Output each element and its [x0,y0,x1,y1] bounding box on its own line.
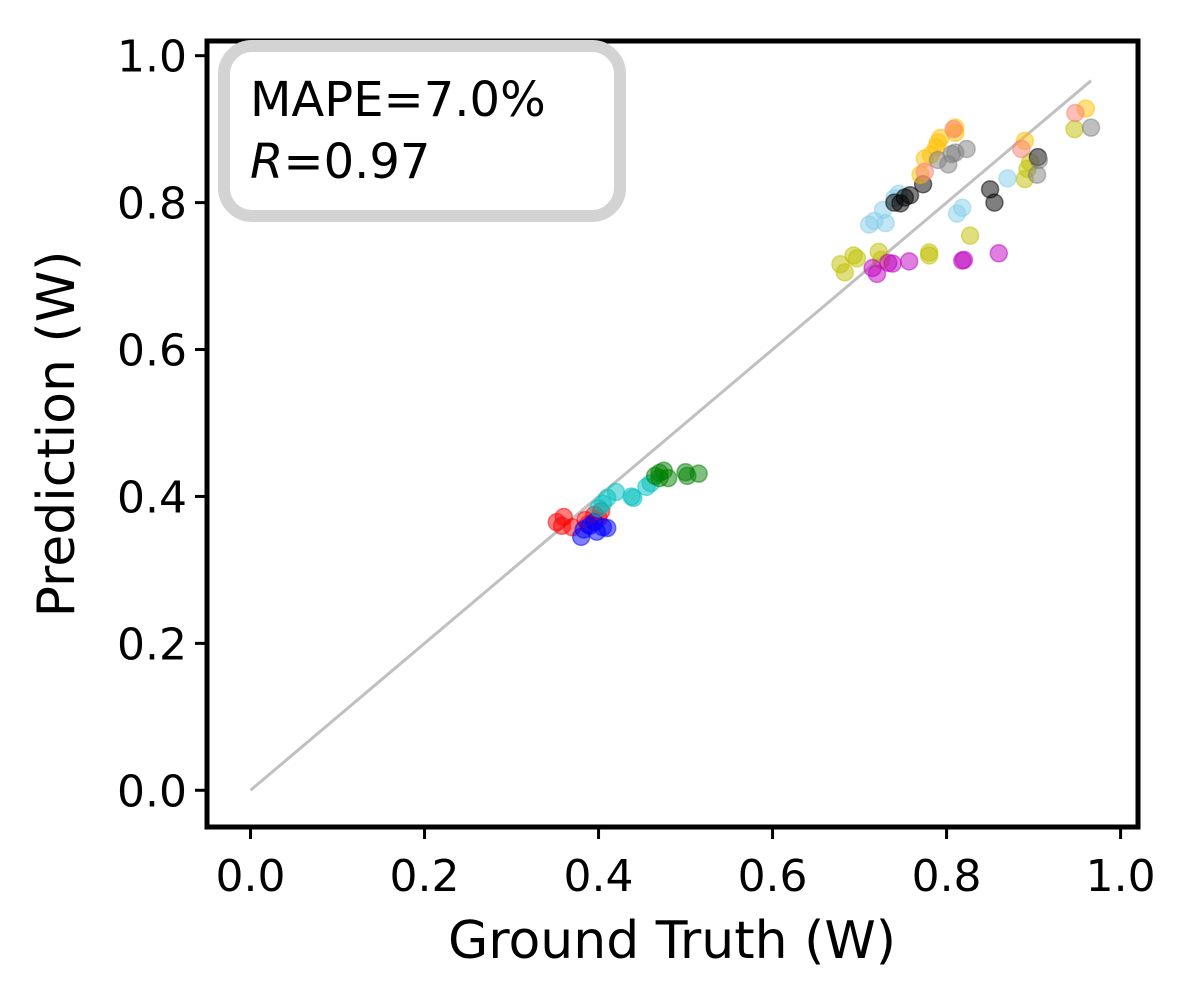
reference-line-layer [249,79,1092,792]
data-point [624,488,643,508]
data-point [835,263,855,282]
y-tick-label: 0.2 [117,619,187,670]
x-axis-label: Ground Truth (W) [448,911,896,971]
data-point [1066,103,1085,123]
series-blue [571,512,617,547]
x-tick-label: 0.0 [216,851,286,902]
plot-frame [204,38,1141,830]
data-point [650,468,669,488]
x-tick-label: 1.0 [1086,851,1156,902]
x-tick-label: 0.4 [564,851,634,902]
r-symbol: R [250,134,283,190]
data-point [589,498,608,518]
y-tick-label: 0.4 [117,472,187,523]
r-value: =0.97 [283,134,430,190]
series-green [645,461,708,488]
x-axis-ticks: 0.0 0.2 0.4 0.6 0.8 1.0 [216,827,1156,902]
x-tick-label: 0.2 [390,851,460,902]
mape-label: MAPE=7.0% [250,72,546,128]
data-point [883,254,902,273]
data-point [1012,139,1031,159]
data-point [957,139,976,159]
data-point [689,464,708,483]
data-point [899,252,919,271]
y-tick-label: 0.6 [117,326,187,377]
legend-box [218,40,626,222]
data-point [998,169,1017,188]
data-point [867,264,887,284]
x-tick-label: 0.6 [738,851,808,902]
data-point [606,482,626,502]
data-point [989,244,1009,263]
y-tick-label: 0.8 [117,179,187,230]
series-gray [928,118,1101,184]
r-value-label: R=0.97 [250,134,430,190]
series-salmon [915,103,1085,182]
points-layer [547,99,1101,547]
data-point [952,198,972,217]
data-point [1065,119,1084,139]
x-tick-label: 0.8 [912,851,982,902]
data-point [1081,118,1101,137]
y-tick-label: 1.0 [117,32,187,83]
data-point [900,186,920,205]
metrics-legend: MAPE=7.0% R=0.97 [218,40,626,222]
series-magenta [863,244,1009,284]
y-tick-label: 0.0 [117,766,187,817]
data-point [954,250,974,270]
y-axis-ticks: 0.0 0.2 0.4 0.6 0.8 1.0 [117,32,207,817]
data-point [944,119,963,139]
data-point [1029,150,1049,170]
y-axis-label: Prediction (W) [27,251,87,618]
data-point [960,226,980,245]
data-point [847,249,867,268]
data-point [985,193,1004,212]
identity-reference-line [249,79,1092,792]
data-point [919,246,939,265]
data-point [915,162,935,182]
